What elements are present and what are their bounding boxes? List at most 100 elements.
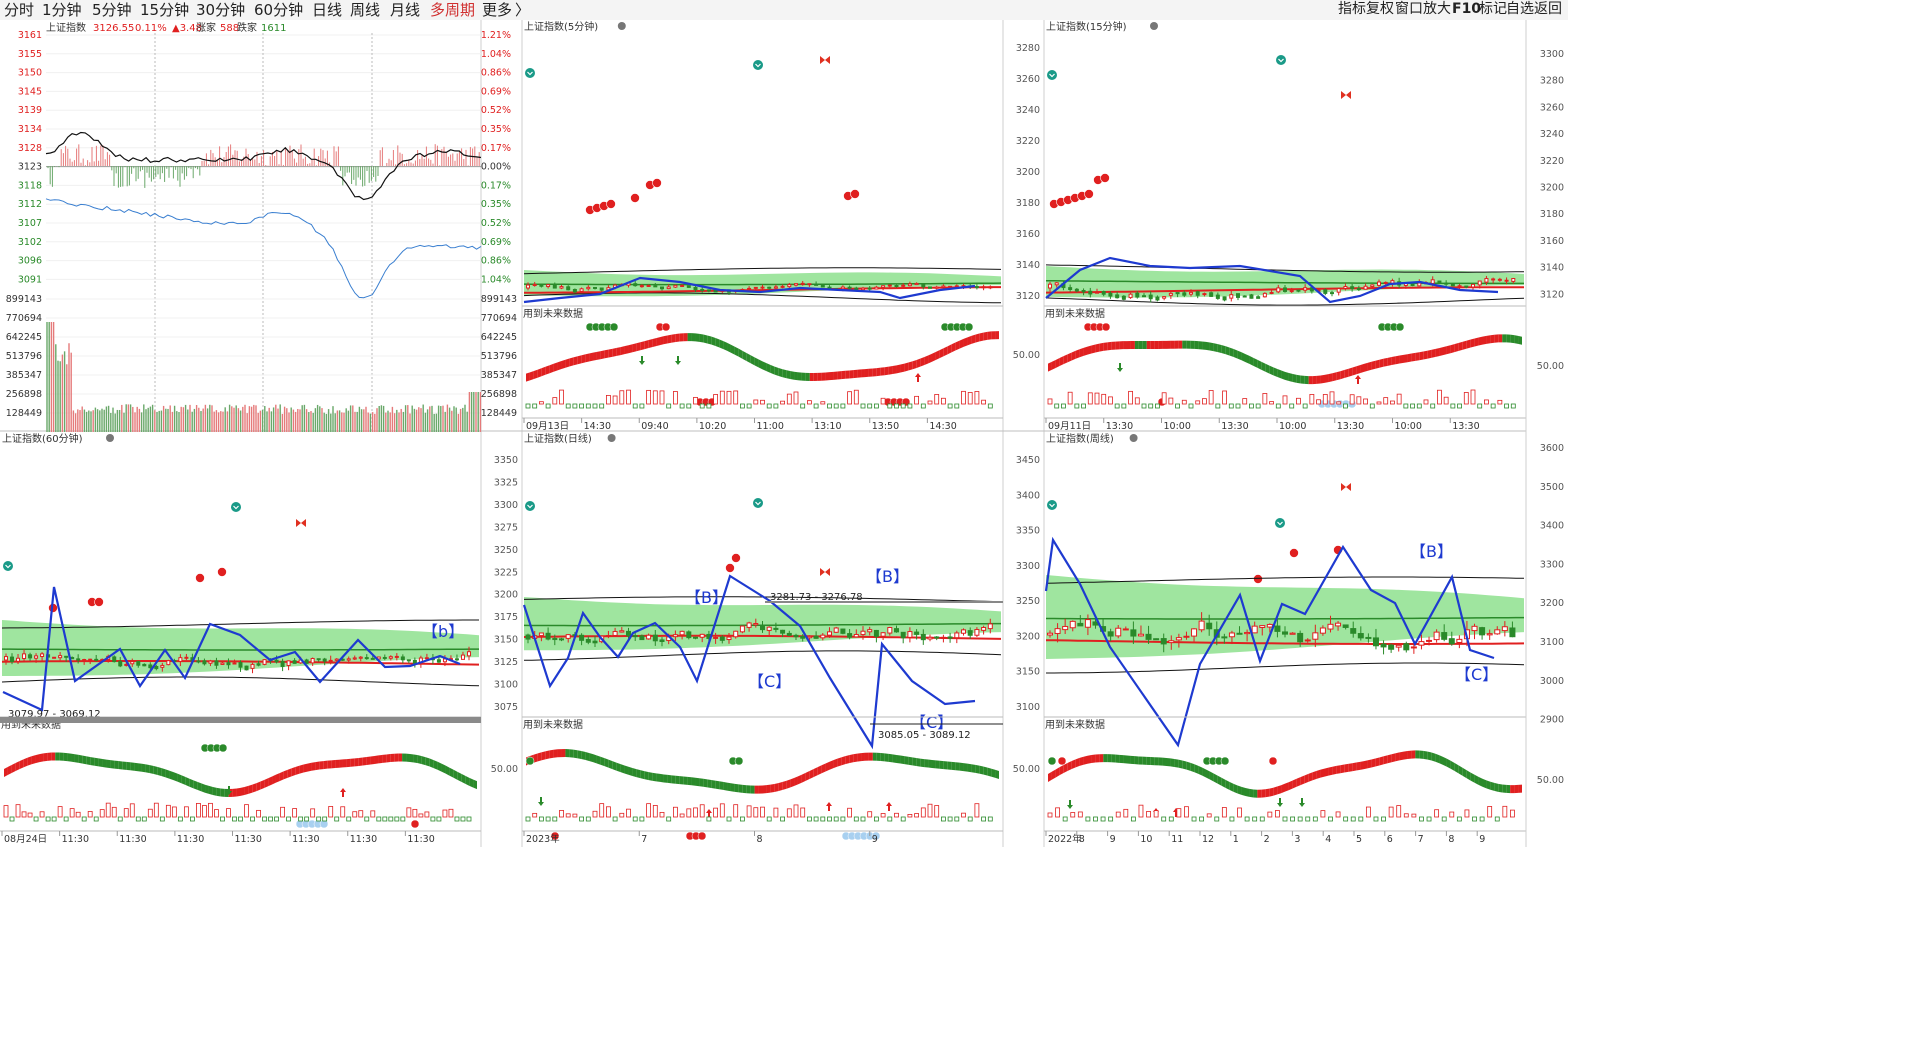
- oscillator-ribbon: [1273, 786, 1278, 796]
- oscillator-ribbon: [951, 761, 956, 771]
- more-caret-icon[interactable]: 〉: [515, 1, 531, 19]
- candle-body: [921, 283, 926, 288]
- volume-marker: [1381, 816, 1386, 822]
- volume-marker: [1358, 816, 1364, 822]
- candle-body: [565, 634, 571, 639]
- oscillator-ribbon: [1462, 340, 1467, 350]
- oscillator-ribbon: [959, 762, 964, 772]
- period-6[interactable]: 日线: [312, 1, 343, 19]
- period-5[interactable]: 60分钟: [254, 1, 304, 19]
- x-label: 08月24日: [4, 834, 47, 845]
- candle-body: [1101, 291, 1106, 295]
- x-label: 8: [1448, 834, 1454, 845]
- volume-marker: [1335, 811, 1341, 818]
- candle-body: [974, 286, 979, 289]
- oscillator-ribbon: [880, 753, 885, 762]
- period-2[interactable]: 5分钟: [92, 1, 132, 19]
- x-label: 11: [1171, 834, 1183, 845]
- period-7[interactable]: 周线: [350, 1, 381, 19]
- oscillator-ribbon: [1419, 351, 1424, 361]
- oscillator-ribbon: [193, 780, 198, 790]
- oscillator-ribbon: [719, 781, 724, 790]
- volume-marker: [1289, 403, 1295, 409]
- oscillator-ribbon: [181, 775, 186, 785]
- oscillator-ribbon: [4, 766, 8, 777]
- volume-marker: [220, 816, 225, 822]
- signal-coin-icon: [731, 553, 741, 563]
- period-8[interactable]: 月线: [390, 1, 421, 19]
- oscillator-ribbon: [1435, 753, 1440, 764]
- toolbar-btn-6[interactable]: 自选: [1506, 1, 1534, 17]
- signal-coin-icon: [630, 193, 640, 203]
- candle-body: [1244, 631, 1251, 635]
- oscillator-ribbon: [782, 780, 787, 791]
- volume-marker: [894, 403, 899, 409]
- oscillator-ribbon: [872, 752, 877, 761]
- volume-marker: [1450, 403, 1456, 409]
- volume-marker: [171, 806, 177, 818]
- period-9[interactable]: 多周期: [430, 1, 476, 19]
- right-tick-top: 3300: [1540, 49, 1564, 60]
- volume-marker: [545, 816, 551, 822]
- candle-body: [699, 633, 705, 638]
- candle-body: [1242, 295, 1247, 298]
- candle-body: [907, 631, 913, 638]
- volume-marker: [659, 390, 665, 405]
- oscillator-ribbon: [1510, 334, 1515, 344]
- oscillator-ribbon: [1055, 357, 1060, 368]
- toolbar-btn-1[interactable]: 复权: [1366, 1, 1394, 17]
- volume-marker: [1350, 816, 1356, 822]
- oscillator-ribbon: [1273, 367, 1278, 377]
- oscillator-ribbon: [1300, 775, 1305, 785]
- oscillator-ribbon: [553, 362, 558, 372]
- toolbar-btn-7[interactable]: 返回: [1534, 1, 1562, 17]
- pct-tick: 0.17%: [481, 143, 511, 154]
- period-3[interactable]: 15分钟: [140, 1, 190, 19]
- oscillator-ribbon: [1344, 763, 1349, 773]
- signal-coin-icon: [1100, 173, 1110, 183]
- period-1[interactable]: 1分钟: [42, 1, 82, 19]
- period-0[interactable]: 分时: [4, 1, 35, 19]
- x-label: 10:00: [1395, 421, 1422, 432]
- oscillator-ribbon: [15, 760, 20, 771]
- oscillator-ribbon: [896, 364, 901, 374]
- volume-marker: [442, 809, 448, 818]
- right-osc-label-top: 50.00: [1537, 361, 1564, 372]
- butterfly-icon: [1341, 91, 1351, 99]
- candle-body: [1501, 626, 1508, 632]
- volume-marker: [927, 400, 933, 405]
- oscillator-ribbon: [924, 355, 929, 366]
- candle-body: [1383, 281, 1388, 284]
- oscillator-ribbon: [1399, 751, 1404, 761]
- pct-tick: 0.69%: [481, 86, 511, 97]
- period-10[interactable]: 更多: [482, 1, 513, 19]
- oscillator-ribbon: [589, 352, 594, 362]
- oscillator-ribbon: [1127, 341, 1131, 350]
- candle-body: [1323, 289, 1328, 294]
- candle-body: [184, 656, 189, 659]
- toolbar-btn-0[interactable]: 指标: [1338, 1, 1366, 17]
- candle-body: [274, 659, 279, 663]
- volume-marker: [1365, 806, 1371, 818]
- oscillator-ribbon: [1209, 771, 1214, 782]
- oscillator-ribbon: [299, 764, 304, 774]
- signal-coin-icon: [850, 189, 860, 199]
- oscillator-ribbon: [537, 752, 542, 762]
- oscillator-ribbon: [920, 758, 925, 768]
- period-4[interactable]: 30分钟: [196, 1, 246, 19]
- toolbar-btn-3[interactable]: 放大: [1423, 1, 1451, 17]
- volume-marker: [981, 399, 986, 405]
- volume-marker: [45, 816, 51, 822]
- chevron-glyph: [233, 505, 239, 510]
- toolbar-btn-4[interactable]: F10: [1452, 1, 1482, 17]
- oscillator-ribbon: [813, 372, 818, 382]
- volume-marker: [914, 395, 919, 405]
- future-data-notice: 用到未来数据: [523, 718, 583, 731]
- oscillator-ribbon: [1328, 373, 1333, 383]
- x-label: 10:00: [1279, 421, 1306, 432]
- oscillator-ribbon: [644, 340, 649, 350]
- panel-title: 上证指数(日线): [524, 432, 592, 445]
- volume-marker: [15, 804, 21, 818]
- toolbar-btn-5[interactable]: 标记: [1479, 1, 1507, 17]
- toolbar-btn-2[interactable]: 窗口: [1395, 1, 1423, 17]
